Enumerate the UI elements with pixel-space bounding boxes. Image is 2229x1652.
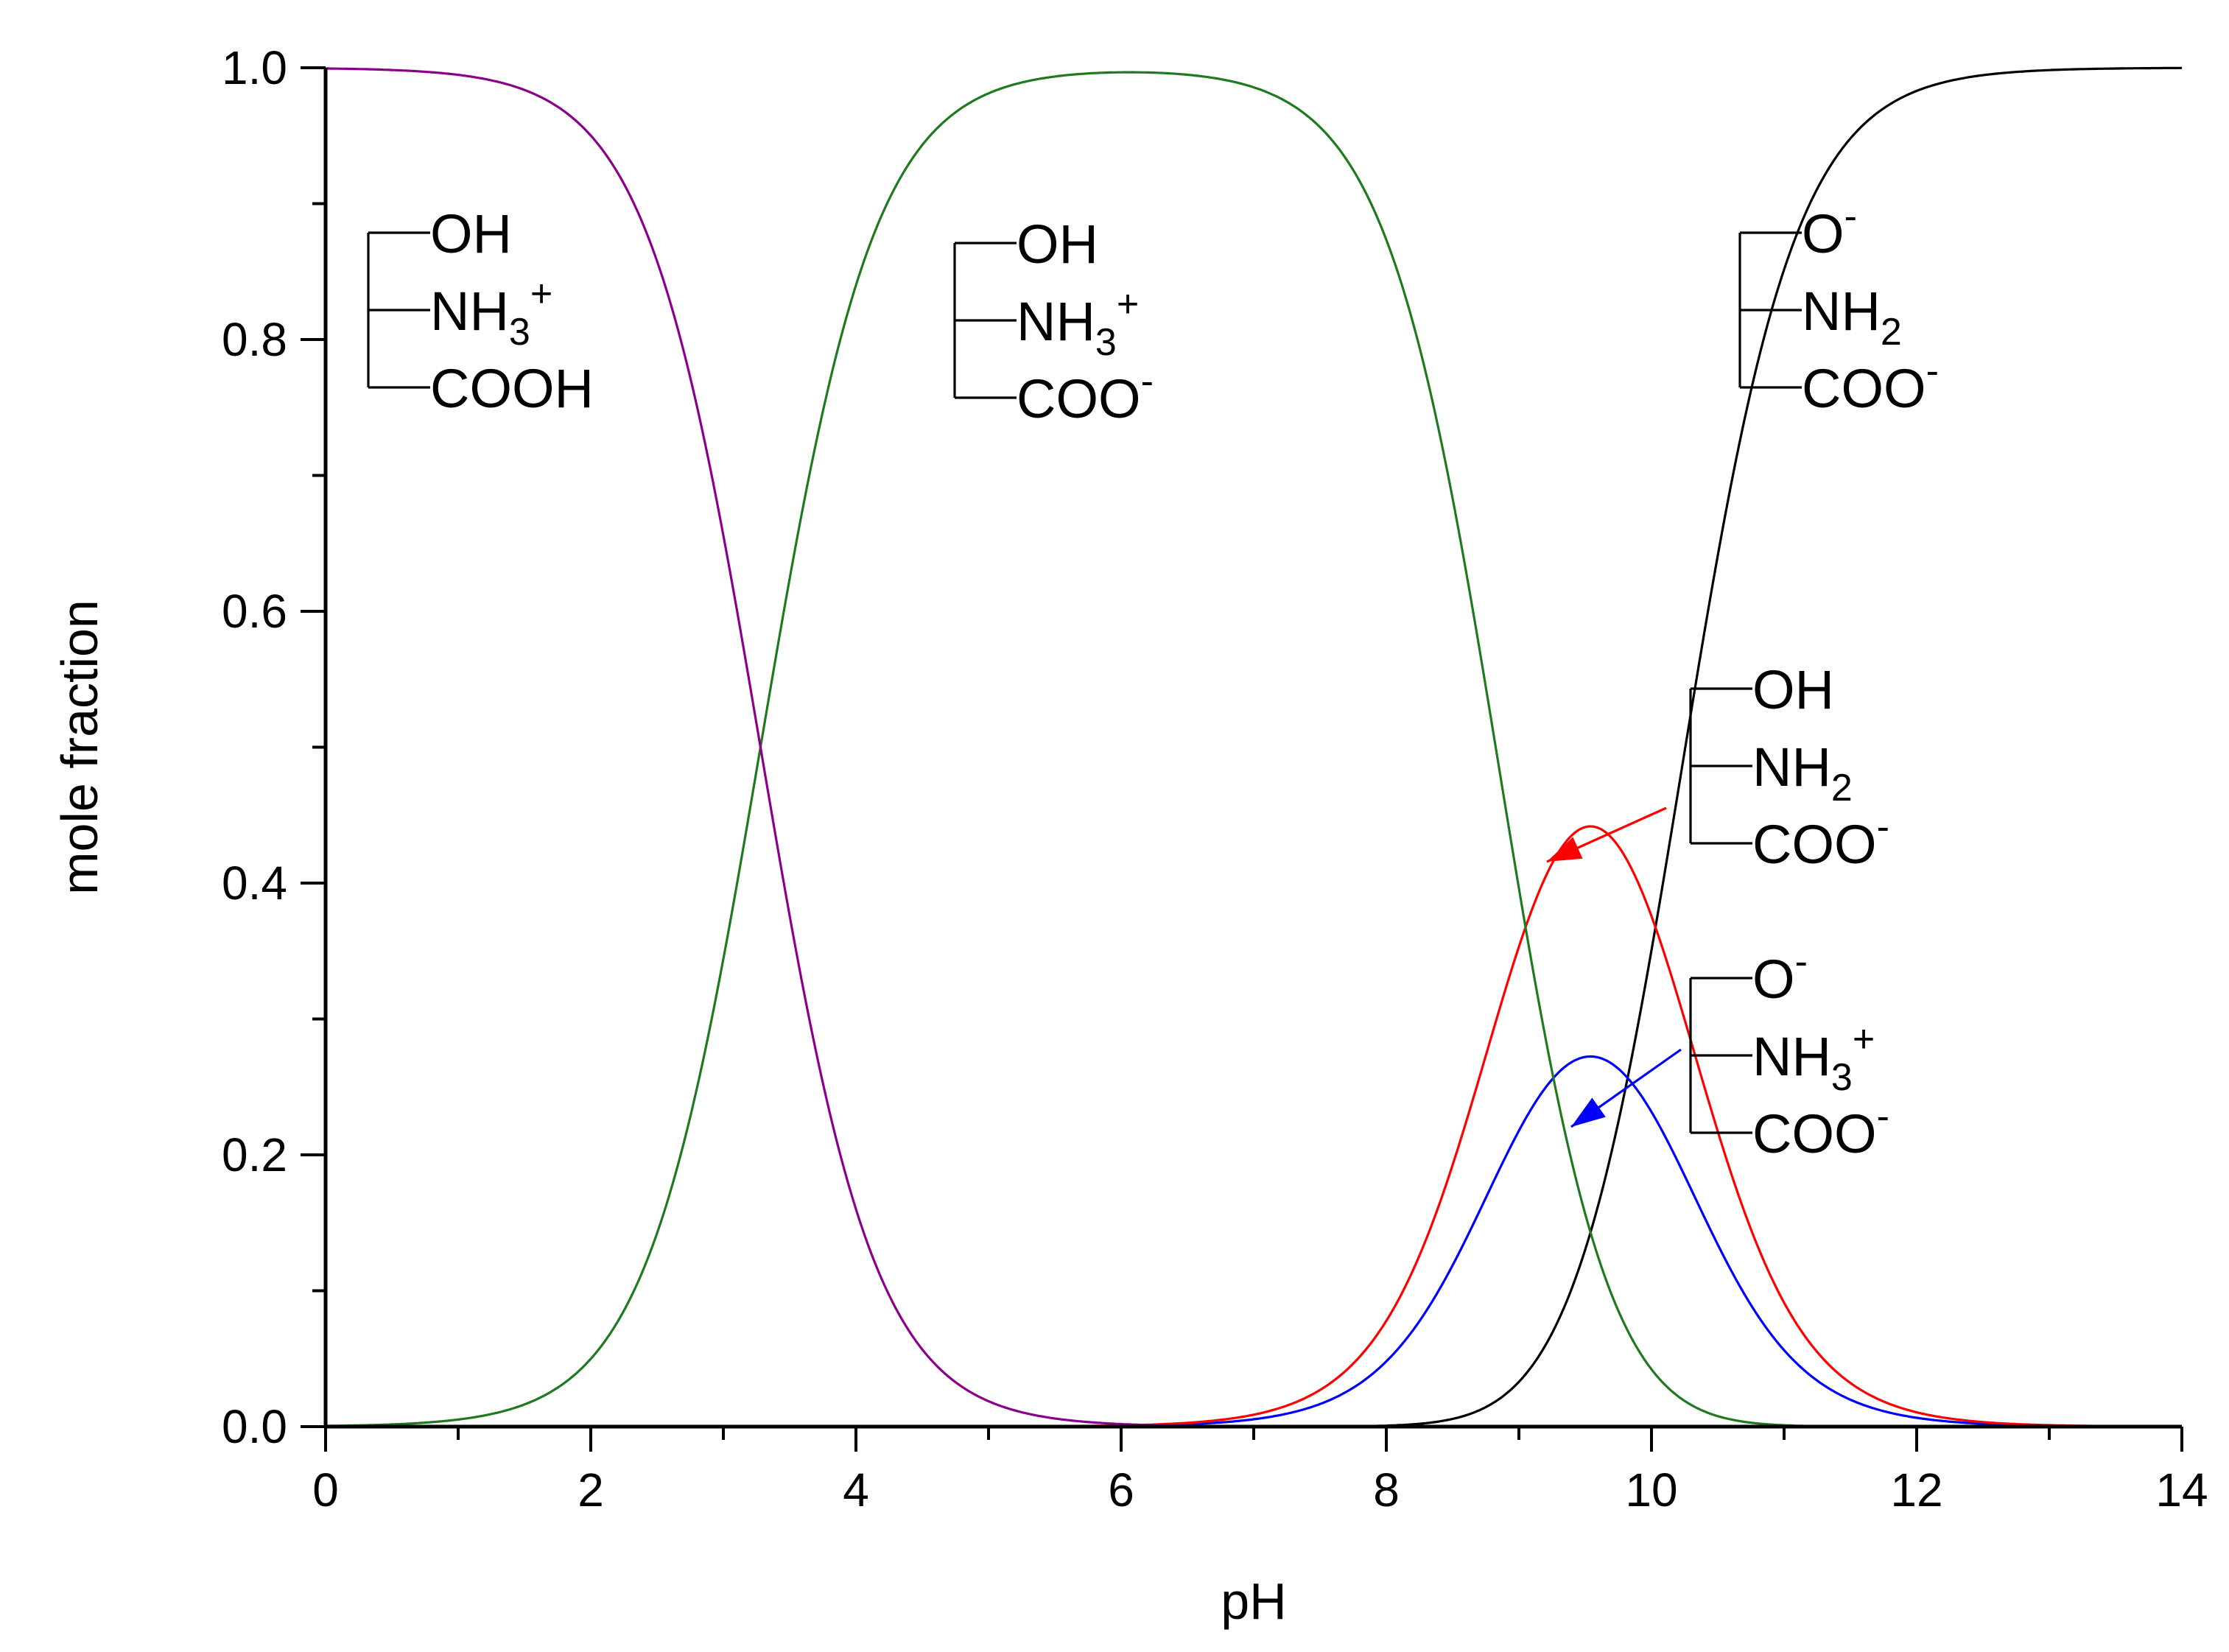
- axes-layer: 0 2 4 6 8 10 12 14 0.0 0.2 0.4 0.6 0.8 1.0 pH mole frac…: [51, 41, 2208, 1630]
- annotation-arrowhead: [1571, 1097, 1606, 1127]
- y-tick-label: 0.2: [222, 1128, 287, 1181]
- y-tick-label: 0.8: [222, 313, 287, 366]
- series-line-2: [326, 825, 2182, 1428]
- series-line-1: [326, 71, 2182, 1428]
- functional-group-label: OH: [430, 203, 512, 264]
- x-tick-label: 12: [1890, 1463, 1942, 1516]
- x-tick-label: 6: [1108, 1463, 1134, 1516]
- functional-group-label: O-: [1752, 941, 1808, 1010]
- y-tick-label: 0.6: [222, 585, 287, 638]
- functional-group-label: COO-: [1017, 360, 1154, 429]
- x-tick-label: 14: [2155, 1463, 2208, 1516]
- series-line-3: [326, 1055, 2182, 1428]
- functional-group-label: NH2: [1752, 737, 1853, 809]
- x-tick-label: 8: [1373, 1463, 1400, 1516]
- x-tick-label: 4: [843, 1463, 869, 1516]
- y-axis-title: mole fraction: [51, 600, 108, 895]
- series-line-0: [326, 67, 2182, 1428]
- structure-annotation-zwitterion: OH NH3+COO-: [953, 214, 1154, 429]
- functional-group-label: OH: [1752, 659, 1834, 720]
- x-tick-label: 10: [1625, 1463, 1677, 1516]
- functional-group-label: NH2: [1802, 281, 1902, 354]
- functional-group-label: COO-: [1752, 1095, 1889, 1164]
- functional-group-label: NH3+: [1017, 283, 1139, 364]
- y-tick-label: 0.4: [222, 857, 287, 910]
- functional-group-label: NH3+: [1752, 1018, 1875, 1099]
- functional-group-label: NH3+: [430, 273, 552, 354]
- annotation-arrowhead: [1547, 837, 1583, 862]
- x-tick-label: 0: [312, 1463, 339, 1516]
- y-tick-label: 0.0: [222, 1400, 287, 1453]
- functional-group-label: O-: [1802, 195, 1857, 264]
- structure-annotation-anion-phenolate: O- NH3+COO-: [1570, 941, 1889, 1164]
- x-axis-title: pH: [1221, 1572, 1286, 1630]
- functional-group-label: OH: [1017, 214, 1098, 275]
- x-tick-label: 2: [578, 1463, 604, 1516]
- annotation-layer: OHNH3+COOHOHNH3+COO-O-NH2COO-OHNH2COO-O-…: [367, 195, 1939, 1164]
- series-line-4: [326, 66, 2182, 1428]
- functional-group-label: COOH: [430, 358, 594, 419]
- functional-group-label: COO-: [1802, 350, 1939, 419]
- series-layer: [326, 66, 2182, 1428]
- functional-group-label: COO-: [1752, 806, 1889, 875]
- y-tick-label: 1.0: [222, 41, 287, 94]
- structure-annotation-cation: OH NH3+COOH: [367, 203, 594, 419]
